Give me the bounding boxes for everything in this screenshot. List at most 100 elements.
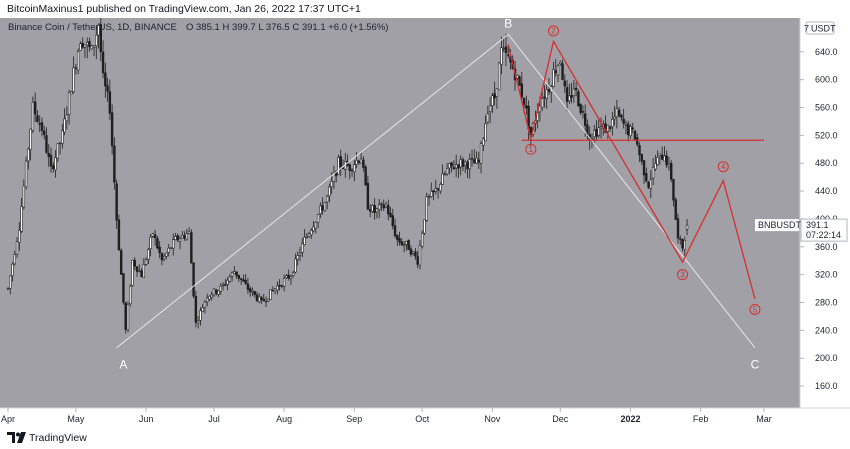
candle-body xyxy=(445,168,449,175)
wave-labels-layer: A B C 1 2 3 4 5 xyxy=(119,18,761,372)
candle-body xyxy=(572,88,576,96)
candle xyxy=(15,236,19,259)
candle xyxy=(205,293,209,307)
wave-number-label: 5 xyxy=(753,305,758,314)
candle-body xyxy=(593,130,596,138)
candle xyxy=(323,201,327,212)
candle xyxy=(495,88,499,109)
wave-number-circle xyxy=(749,303,761,315)
candle-body xyxy=(194,295,198,323)
candle-body xyxy=(230,272,234,277)
plot-background[interactable] xyxy=(0,18,800,408)
candle-body xyxy=(248,288,252,292)
candle xyxy=(149,234,152,257)
trend-line xyxy=(507,34,756,349)
candle xyxy=(52,162,55,173)
chart-area[interactable]: A B C 1 2 3 4 5 160.0 200.0 240.0 280.0 320.0 360.0 4… xyxy=(0,18,850,428)
candle xyxy=(378,199,381,219)
candle xyxy=(9,275,12,295)
candle-body xyxy=(54,157,57,171)
candle xyxy=(113,137,116,190)
candle xyxy=(339,149,342,177)
candle xyxy=(479,141,483,174)
time-axis-background[interactable] xyxy=(0,408,850,428)
chart-svg[interactable]: A B C 1 2 3 4 5 160.0 200.0 240.0 280.0 320.0 360.0 4… xyxy=(0,18,850,428)
price-axis-background[interactable] xyxy=(800,18,850,408)
candle xyxy=(676,213,680,244)
candle xyxy=(559,60,562,66)
candle xyxy=(683,236,686,256)
candle xyxy=(153,229,157,246)
candle-body xyxy=(353,164,356,173)
candle xyxy=(681,238,684,252)
candle xyxy=(24,156,28,190)
candle-body xyxy=(307,233,311,237)
candle-body xyxy=(470,157,474,160)
candle xyxy=(332,165,336,189)
candle xyxy=(199,307,202,326)
candle xyxy=(649,170,653,199)
candle-body xyxy=(364,166,367,186)
candle xyxy=(264,296,268,308)
candle xyxy=(122,273,125,305)
candle-body xyxy=(416,256,419,265)
candle-body xyxy=(24,160,28,188)
price-axis-tick-label: 520.0 xyxy=(815,130,838,140)
candle-body xyxy=(337,157,340,175)
candle xyxy=(556,63,560,83)
candle xyxy=(165,252,168,260)
price-axis-tick-label: 480.0 xyxy=(815,158,838,168)
wave-number-marker: 3 xyxy=(677,269,689,281)
candle-body xyxy=(658,153,662,157)
candle xyxy=(389,207,392,218)
candle-body xyxy=(162,256,166,260)
candle xyxy=(667,156,671,171)
candle-body xyxy=(158,246,161,254)
candle-body xyxy=(597,127,600,136)
candle-body xyxy=(439,184,442,192)
candle xyxy=(88,37,91,52)
candle-body xyxy=(484,123,487,142)
candle-body xyxy=(441,173,444,185)
candle-body xyxy=(486,113,490,123)
candle xyxy=(235,271,238,279)
candle xyxy=(445,163,449,176)
candle-body xyxy=(477,159,481,163)
candle xyxy=(176,233,179,243)
candle-body xyxy=(108,91,112,114)
candle-body xyxy=(518,76,521,86)
candle xyxy=(45,127,48,154)
candle xyxy=(135,266,139,277)
candle-body xyxy=(581,111,585,113)
candle-body xyxy=(651,167,655,179)
candle xyxy=(110,104,114,155)
candle xyxy=(651,157,655,186)
candle-body xyxy=(617,109,621,117)
wave-number-circle xyxy=(717,161,729,173)
candle-body xyxy=(13,254,16,265)
candle-body xyxy=(267,298,270,302)
candle xyxy=(450,162,453,173)
candle xyxy=(280,284,284,289)
candle xyxy=(124,301,127,334)
candle xyxy=(258,293,261,304)
price-axis-tick-label: 360.0 xyxy=(815,242,838,252)
candle xyxy=(482,137,485,152)
candle xyxy=(454,154,458,178)
candle xyxy=(439,182,442,195)
candle xyxy=(13,250,16,266)
candle-body xyxy=(147,249,150,260)
currency-badge[interactable]: USDT xyxy=(805,21,836,35)
candle xyxy=(92,45,96,56)
candle-body xyxy=(110,112,114,147)
candle-body xyxy=(405,241,408,245)
candle-body xyxy=(258,296,261,303)
candle-body xyxy=(52,165,55,170)
candle-body xyxy=(649,179,653,189)
candle-body xyxy=(205,297,209,303)
candle xyxy=(543,85,546,108)
candle-body xyxy=(663,155,666,162)
candle-body xyxy=(305,235,308,238)
candle xyxy=(67,89,71,125)
candle-body xyxy=(427,196,431,198)
